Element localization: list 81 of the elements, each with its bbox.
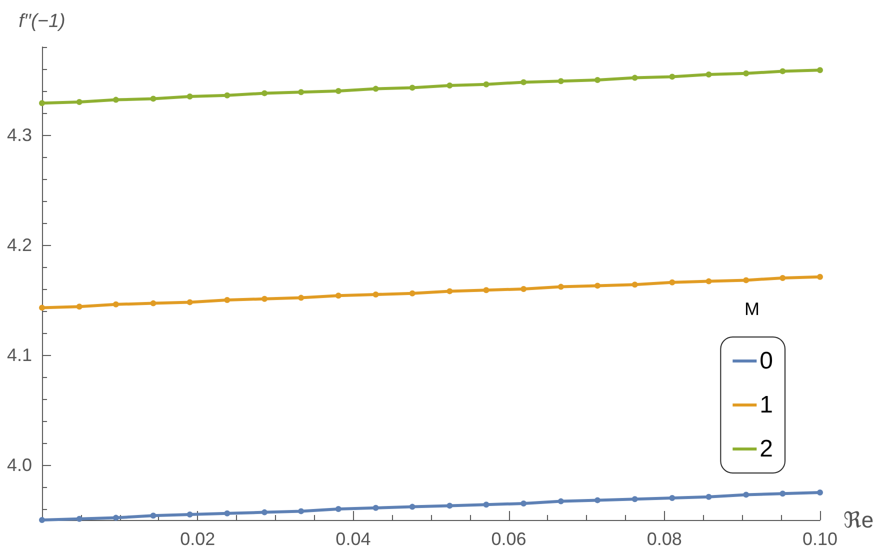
point bbox=[780, 68, 786, 74]
point bbox=[558, 78, 564, 84]
point bbox=[335, 506, 342, 512]
point bbox=[446, 502, 453, 509]
point bbox=[224, 510, 230, 516]
point bbox=[706, 278, 712, 284]
point bbox=[39, 304, 45, 311]
point bbox=[298, 508, 304, 514]
y-axis-title: f′′(−1) bbox=[18, 11, 66, 32]
point bbox=[372, 504, 379, 511]
point bbox=[632, 496, 638, 502]
point bbox=[224, 297, 230, 303]
point bbox=[483, 287, 490, 294]
point bbox=[372, 292, 379, 298]
x-tick-label: 0.06 bbox=[491, 529, 526, 549]
point bbox=[558, 498, 564, 504]
y-tick-label: 4.3 bbox=[6, 125, 32, 145]
point bbox=[706, 72, 712, 78]
point bbox=[39, 517, 45, 523]
point bbox=[817, 274, 823, 280]
point bbox=[76, 516, 82, 522]
point bbox=[817, 490, 823, 496]
point bbox=[446, 288, 453, 294]
y-tick-label: 4.1 bbox=[6, 345, 32, 365]
point bbox=[39, 100, 45, 106]
legend-label: 2 bbox=[760, 436, 774, 462]
point bbox=[112, 96, 119, 103]
x-tick-label: 0.02 bbox=[180, 529, 216, 549]
point bbox=[669, 74, 676, 80]
point bbox=[409, 504, 416, 510]
point bbox=[76, 99, 82, 105]
point bbox=[298, 89, 304, 96]
point bbox=[150, 96, 156, 102]
point bbox=[186, 299, 193, 306]
y-tick-label: 4.2 bbox=[6, 235, 32, 255]
y-tick-label: 4.0 bbox=[6, 455, 32, 475]
x-tick-label: 0.10 bbox=[802, 529, 838, 549]
point bbox=[706, 494, 712, 500]
point bbox=[409, 84, 416, 91]
point bbox=[150, 512, 156, 519]
point bbox=[335, 88, 342, 94]
point bbox=[594, 77, 600, 83]
point bbox=[409, 290, 416, 296]
point bbox=[632, 74, 638, 81]
x-tick-label: 0.04 bbox=[336, 529, 371, 549]
point bbox=[669, 495, 676, 501]
x-tick-label: 0.08 bbox=[646, 529, 682, 549]
point bbox=[558, 284, 564, 290]
point bbox=[743, 70, 750, 76]
point bbox=[780, 275, 786, 281]
point bbox=[335, 292, 342, 299]
legend-title: M bbox=[744, 299, 760, 319]
point bbox=[298, 294, 304, 301]
point bbox=[262, 509, 268, 516]
point bbox=[669, 279, 676, 286]
point bbox=[594, 497, 600, 504]
point bbox=[594, 282, 600, 289]
legend-label: 0 bbox=[760, 348, 774, 374]
point bbox=[520, 500, 527, 506]
point bbox=[262, 296, 268, 302]
point bbox=[483, 502, 490, 508]
point bbox=[632, 282, 638, 288]
point bbox=[112, 514, 119, 521]
point bbox=[520, 79, 527, 86]
point bbox=[743, 492, 750, 498]
point bbox=[150, 300, 156, 306]
point bbox=[372, 86, 379, 92]
point bbox=[483, 81, 490, 88]
point bbox=[76, 304, 82, 310]
legend-label: 1 bbox=[760, 392, 774, 418]
x-axis-title: ℜe bbox=[843, 508, 874, 532]
point bbox=[262, 90, 268, 96]
point bbox=[743, 277, 750, 284]
point bbox=[817, 67, 823, 74]
point bbox=[186, 94, 193, 100]
point bbox=[112, 301, 119, 308]
point bbox=[224, 92, 230, 98]
point bbox=[780, 490, 786, 497]
point bbox=[186, 512, 193, 518]
point bbox=[520, 286, 527, 292]
point bbox=[446, 82, 453, 88]
